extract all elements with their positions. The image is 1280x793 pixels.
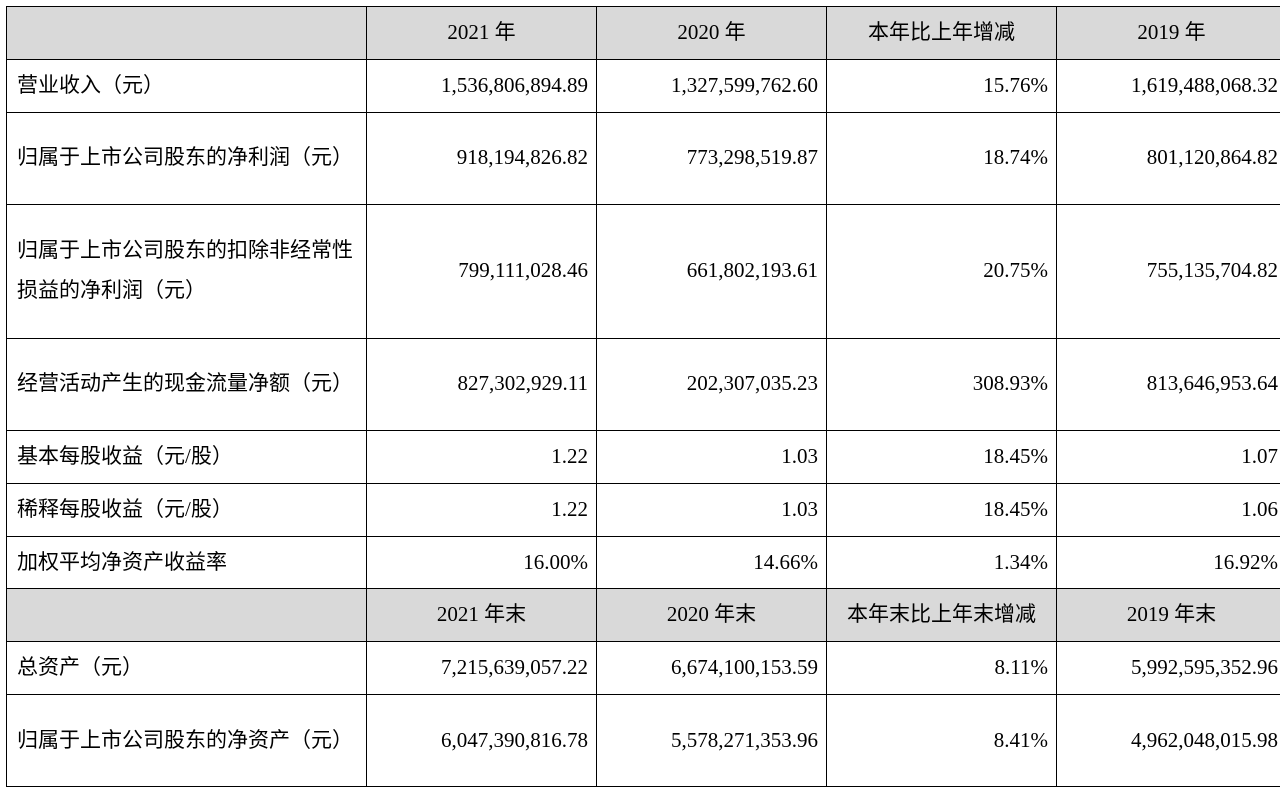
metric-label: 稀释每股收益（元/股） (7, 483, 367, 536)
cell-2020: 6,674,100,153.59 (597, 642, 827, 695)
table-row: 稀释每股收益（元/股） 1.22 1.03 18.45% 1.06 (7, 483, 1280, 536)
table-row: 加权平均净资产收益率 16.00% 14.66% 1.34% 16.92% (7, 536, 1280, 589)
header-blank (7, 7, 367, 60)
cell-2020: 14.66% (597, 536, 827, 589)
cell-2020: 661,802,193.61 (597, 204, 827, 338)
metric-label: 归属于上市公司股东的净利润（元） (7, 112, 367, 204)
cell-2020: 1.03 (597, 430, 827, 483)
table-row: 营业收入（元） 1,536,806,894.89 1,327,599,762.6… (7, 59, 1280, 112)
cell-2019: 1.07 (1057, 430, 1280, 483)
cell-change: 8.41% (827, 695, 1057, 787)
subheader-2021: 2021 年末 (367, 589, 597, 642)
subheader-2020: 2020 年末 (597, 589, 827, 642)
metric-label: 总资产（元） (7, 642, 367, 695)
cell-2020: 773,298,519.87 (597, 112, 827, 204)
cell-2019: 4,962,048,015.98 (1057, 695, 1280, 787)
cell-2021: 1.22 (367, 483, 597, 536)
metric-label: 归属于上市公司股东的净资产（元） (7, 695, 367, 787)
cell-2019: 1.06 (1057, 483, 1280, 536)
metric-label: 加权平均净资产收益率 (7, 536, 367, 589)
header-change: 本年比上年增减 (827, 7, 1057, 60)
financial-table: 2021 年 2020 年 本年比上年增减 2019 年 营业收入（元） 1,5… (6, 6, 1280, 787)
subheader-change: 本年末比上年末增减 (827, 589, 1057, 642)
table-row: 归属于上市公司股东的扣除非经常性损益的净利润（元） 799,111,028.46… (7, 204, 1280, 338)
cell-change: 308.93% (827, 338, 1057, 430)
cell-2021: 918,194,826.82 (367, 112, 597, 204)
table-row: 归属于上市公司股东的净利润（元） 918,194,826.82 773,298,… (7, 112, 1280, 204)
cell-2021: 1,536,806,894.89 (367, 59, 597, 112)
cell-2020: 5,578,271,353.96 (597, 695, 827, 787)
cell-change: 18.45% (827, 430, 1057, 483)
table-row: 经营活动产生的现金流量净额（元） 827,302,929.11 202,307,… (7, 338, 1280, 430)
cell-2021: 7,215,639,057.22 (367, 642, 597, 695)
cell-change: 18.74% (827, 112, 1057, 204)
metric-label: 归属于上市公司股东的扣除非经常性损益的净利润（元） (7, 204, 367, 338)
header-2020: 2020 年 (597, 7, 827, 60)
header-2021: 2021 年 (367, 7, 597, 60)
cell-change: 1.34% (827, 536, 1057, 589)
cell-2019: 813,646,953.64 (1057, 338, 1280, 430)
metric-label: 营业收入（元） (7, 59, 367, 112)
cell-2021: 6,047,390,816.78 (367, 695, 597, 787)
cell-change: 8.11% (827, 642, 1057, 695)
table-subheader-row: 2021 年末 2020 年末 本年末比上年末增减 2019 年末 (7, 589, 1280, 642)
subheader-blank (7, 589, 367, 642)
cell-2019: 1,619,488,068.32 (1057, 59, 1280, 112)
metric-label: 经营活动产生的现金流量净额（元） (7, 338, 367, 430)
cell-2020: 202,307,035.23 (597, 338, 827, 430)
cell-2021: 799,111,028.46 (367, 204, 597, 338)
table-row: 总资产（元） 7,215,639,057.22 6,674,100,153.59… (7, 642, 1280, 695)
cell-change: 20.75% (827, 204, 1057, 338)
header-2019: 2019 年 (1057, 7, 1280, 60)
cell-2019: 801,120,864.82 (1057, 112, 1280, 204)
cell-change: 15.76% (827, 59, 1057, 112)
cell-2019: 755,135,704.82 (1057, 204, 1280, 338)
cell-2020: 1.03 (597, 483, 827, 536)
cell-2021: 827,302,929.11 (367, 338, 597, 430)
cell-2021: 1.22 (367, 430, 597, 483)
subheader-2019: 2019 年末 (1057, 589, 1280, 642)
table-row: 归属于上市公司股东的净资产（元） 6,047,390,816.78 5,578,… (7, 695, 1280, 787)
cell-2021: 16.00% (367, 536, 597, 589)
cell-2019: 16.92% (1057, 536, 1280, 589)
table-row: 基本每股收益（元/股） 1.22 1.03 18.45% 1.07 (7, 430, 1280, 483)
cell-2019: 5,992,595,352.96 (1057, 642, 1280, 695)
metric-label: 基本每股收益（元/股） (7, 430, 367, 483)
cell-change: 18.45% (827, 483, 1057, 536)
cell-2020: 1,327,599,762.60 (597, 59, 827, 112)
table-header-row: 2021 年 2020 年 本年比上年增减 2019 年 (7, 7, 1280, 60)
